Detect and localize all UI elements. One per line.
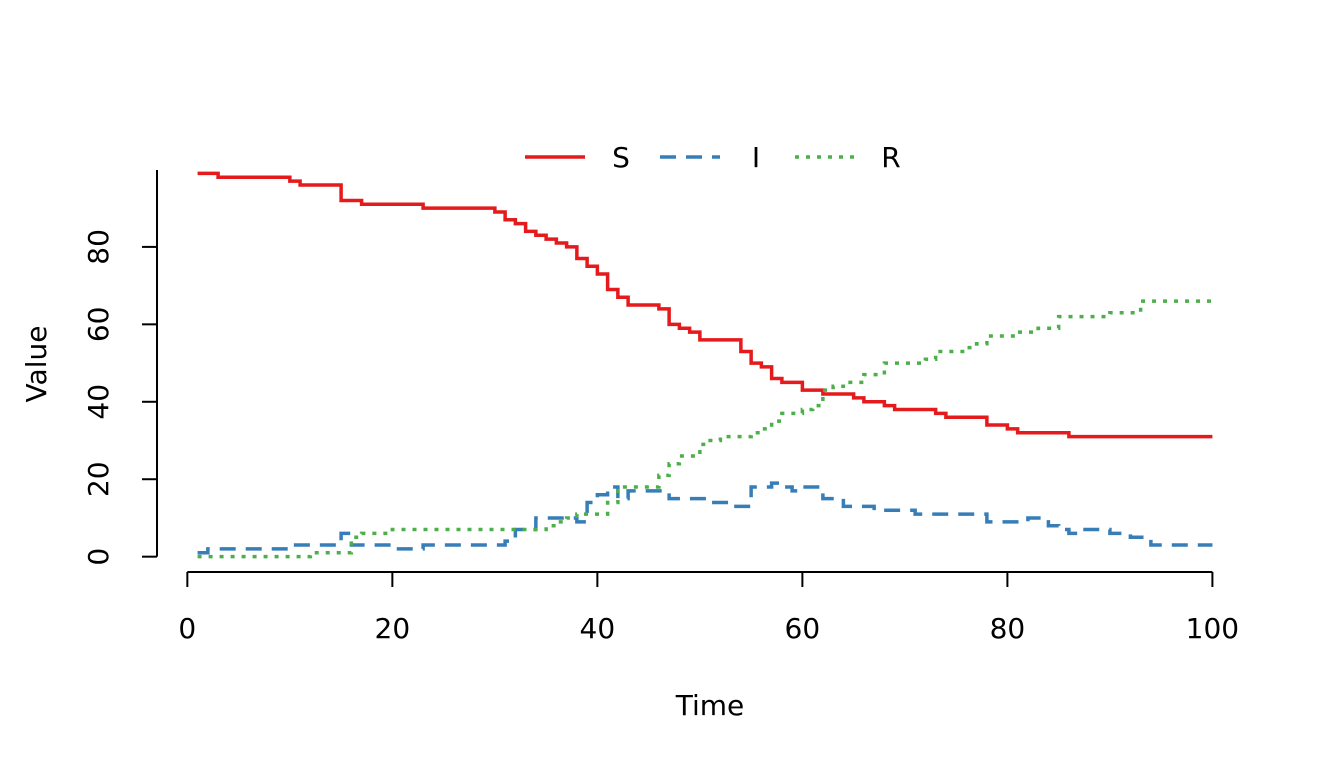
series-line [197, 299, 1213, 559]
legend-label: R [881, 141, 900, 174]
series-line [197, 171, 1213, 439]
x-tick-label: 80 [990, 612, 1026, 645]
series-line [197, 481, 1213, 555]
legend-label: S [612, 141, 630, 174]
x-tick-label: 100 [1186, 612, 1239, 645]
y-tick-label: 60 [82, 307, 115, 343]
y-tick-label: 0 [82, 548, 115, 566]
x-axis-label: Time [675, 689, 745, 722]
y-tick-label: 40 [82, 384, 115, 420]
legend-label: I [752, 141, 760, 174]
y-axis-label: Value [20, 326, 53, 403]
y-tick-label: 20 [82, 461, 115, 497]
x-tick-label: 0 [178, 612, 196, 645]
x-tick-label: 20 [375, 612, 411, 645]
y-tick-label: 80 [82, 229, 115, 265]
x-tick-label: 40 [580, 612, 616, 645]
x-tick-label: 60 [785, 612, 821, 645]
